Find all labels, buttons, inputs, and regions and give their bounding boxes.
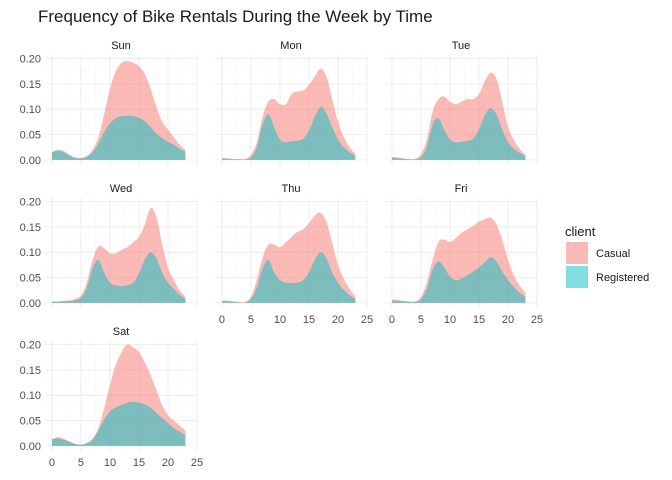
x-tick-label: 20	[162, 457, 174, 469]
area-registered	[52, 401, 186, 446]
x-tick-label: 10	[444, 314, 456, 326]
area-registered	[222, 252, 356, 303]
x-tick-label: 20	[332, 314, 344, 326]
y-tick-label: 0.15	[20, 222, 41, 234]
x-tick-label: 10	[274, 314, 286, 326]
panel-fri: Fri 0 5 10 15 20 25	[385, 183, 543, 326]
y-tick-label: 0.15	[20, 365, 41, 377]
y-tick-label: 0.10	[20, 247, 41, 259]
area-registered	[222, 106, 356, 160]
legend-swatch-registered	[566, 266, 588, 288]
panel-sun: Sun 0.00 0.05 0.10 0.15 0.20	[20, 40, 198, 167]
x-tick-label: 10	[104, 457, 116, 469]
panel-strip-label: Sat	[113, 326, 130, 338]
y-tick-label: 0.15	[20, 79, 41, 91]
area-registered	[52, 115, 186, 160]
y-tick-label: 0.05	[20, 416, 41, 428]
area-registered	[392, 257, 526, 303]
x-tick-label: 5	[418, 314, 424, 326]
area-registered	[392, 108, 526, 160]
panel-strip-label: Tue	[452, 40, 471, 52]
x-tick-label: 15	[473, 314, 485, 326]
y-tick-label: 0.05	[20, 273, 41, 285]
panel-wed: Wed 0.00 0.05 0.10 0.15 0.20	[20, 183, 198, 310]
legend-label-casual: Casual	[596, 248, 630, 260]
x-tick-label: 0	[49, 457, 55, 469]
x-tick-label: 0	[389, 314, 395, 326]
y-tick-label: 0.20	[20, 197, 41, 209]
x-tick-label: 15	[303, 314, 315, 326]
panel-strip-label: Fri	[455, 183, 468, 195]
y-tick-label: 0.00	[20, 298, 41, 310]
x-tick-label: 5	[78, 457, 84, 469]
x-tick-label: 25	[531, 314, 543, 326]
y-tick-label: 0.20	[20, 340, 41, 352]
panel-tue: Tue	[385, 40, 538, 165]
panel-strip-label: Mon	[280, 40, 301, 52]
y-tick-label: 0.05	[20, 130, 41, 142]
legend-label-registered: Registered	[596, 272, 649, 284]
y-tick-label: 0.00	[20, 155, 41, 167]
area-registered	[52, 252, 186, 303]
legend: client Casual Registered	[565, 224, 649, 288]
panel-mon: Mon	[215, 40, 368, 165]
legend-title: client	[565, 224, 596, 239]
x-tick-label: 15	[133, 457, 145, 469]
panel-grid: Sun 0.00 0.05 0.10 0.15 0.20 Mon Tue Wed 0.00 0.05…	[20, 40, 544, 469]
panel-strip-label: Thu	[282, 183, 301, 195]
y-tick-label: 0.00	[20, 441, 41, 453]
chart-title: Frequency of Bike Rentals During the Wee…	[38, 7, 433, 26]
panel-strip-label: Wed	[110, 183, 132, 195]
y-tick-label: 0.10	[20, 390, 41, 402]
panel-thu: Thu 0 5 10 15 20 25	[215, 183, 373, 326]
x-tick-label: 0	[219, 314, 225, 326]
legend-swatch-casual	[566, 242, 588, 264]
x-tick-label: 5	[248, 314, 254, 326]
x-tick-label: 20	[502, 314, 514, 326]
panel-strip-label: Sun	[111, 40, 131, 52]
y-tick-label: 0.10	[20, 104, 41, 116]
y-tick-label: 0.20	[20, 54, 41, 66]
panel-sat: Sat 0.00 0.05 0.10 0.15 0.20 0 5 10 15 20 25	[20, 326, 204, 469]
x-tick-label: 25	[361, 314, 373, 326]
x-tick-label: 25	[191, 457, 203, 469]
